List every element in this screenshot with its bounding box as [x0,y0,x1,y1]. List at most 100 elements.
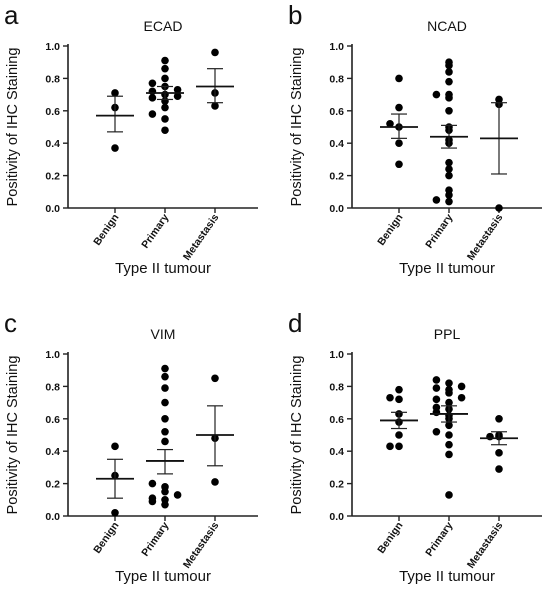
data-point [161,103,169,112]
data-point [395,103,403,112]
panel-letter: c [4,308,17,338]
x-tick-label: Benign [91,520,121,556]
data-point [395,431,403,439]
data-point [161,364,169,373]
data-point [445,450,453,459]
data-point [457,382,466,391]
data-point [111,508,119,517]
data-point [161,64,169,73]
y-tick-label: 1.0 [329,41,344,53]
y-tick-label: 0.8 [329,381,344,393]
data-point [486,432,494,441]
x-tick-label: Primary [423,520,455,559]
y-tick-label: 0.0 [45,511,60,523]
data-point [445,107,453,115]
data-point [161,56,169,65]
panel-c: c VIM Positivity of IHC Staining 0.0 0.2 0.4 0… [4,308,258,585]
y-tick-label: 0.0 [329,511,344,523]
data-point [161,483,169,491]
panel-letter: a [4,0,19,30]
data-point [148,87,157,96]
data-point [386,119,394,128]
y-tick-label: 0.4 [45,446,60,458]
data-point [457,393,466,402]
data-point [445,398,453,407]
data-point [161,74,169,83]
y-tick-label: 1.0 [45,41,60,53]
y-tick-label: 0.0 [329,203,344,215]
panel-a: a ECAD Positivity of IHC Staining 0.0 0.2 0.4… [4,0,258,277]
data-point [395,395,403,404]
data-point [445,385,453,394]
x-tick-label: Benign [375,520,405,556]
data-point [211,478,219,486]
x-axis-label: Type II tumour [115,260,211,277]
data-point [161,398,169,407]
y-tick-label: 0.6 [45,106,60,118]
data-point [495,449,503,457]
x-tick-label: Metastasis [465,520,506,571]
x-tick-label: Primary [423,212,455,251]
y-tick-label: 0.6 [329,106,344,118]
y-tick-label: 1.0 [329,349,344,361]
data-point [111,144,119,152]
data-point [432,395,441,404]
data-point [445,68,453,76]
x-tick-label: Metastasis [181,520,222,571]
data-point [148,479,157,488]
panel-d: d PPL Positivity of IHC Staining 0.0 0.2 0.4 0… [288,308,542,585]
data-point [445,90,453,99]
data-point [161,115,169,123]
data-point [148,494,157,502]
y-tick-label: 0.8 [45,381,60,393]
data-point [211,102,219,110]
data-point [395,139,403,147]
y-tick-label: 0.2 [45,171,60,183]
y-axis-label: Positivity of IHC Staining [289,356,305,515]
data-point [161,126,169,135]
y-tick-label: 0.6 [45,414,60,426]
x-tick-label: Primary [139,212,171,251]
data-point [386,442,394,451]
y-tick-label: 1.0 [45,349,60,361]
data-point [445,491,453,499]
panel-letter: d [288,308,302,338]
data-point [432,403,441,412]
data-point [445,158,453,167]
data-point [161,372,169,381]
x-axis-label: Type II tumour [115,568,211,585]
data-point [148,94,157,102]
y-tick-label: 0.4 [329,138,344,150]
data-point [495,95,503,104]
data-point [432,90,441,99]
y-axis-label: Positivity of IHC Staining [289,48,305,207]
data-point [211,48,219,57]
y-tick-label: 0.4 [45,138,60,150]
data-point [111,89,119,97]
x-tick-label: Metastasis [465,212,506,263]
x-tick-label: Metastasis [181,212,222,263]
x-tick-label: Benign [91,212,121,248]
data-point [445,421,453,430]
data-point [445,431,453,439]
y-axis-label: Positivity of IHC Staining [5,48,21,207]
data-point [173,85,182,94]
x-axis-label: Type II tumour [399,260,495,277]
y-tick-label: 0.0 [45,203,60,215]
panel-letter: b [288,0,302,30]
data-point [161,496,169,504]
data-point [432,196,441,204]
y-tick-label: 0.8 [329,73,344,85]
data-point [432,427,441,436]
panel-title: PPL [434,326,461,342]
data-point [161,384,169,392]
data-point [173,491,182,499]
data-point [395,442,403,451]
data-point [161,437,169,446]
data-point [111,442,119,451]
data-point [495,465,503,473]
data-point [495,204,503,212]
panel-title: ECAD [144,18,183,34]
